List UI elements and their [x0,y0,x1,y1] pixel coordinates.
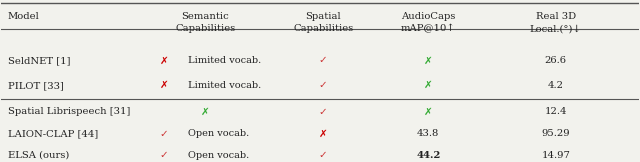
Text: ✗: ✗ [424,107,433,117]
Text: Model: Model [8,12,40,21]
Text: 4.2: 4.2 [548,81,564,90]
Text: 12.4: 12.4 [545,107,567,116]
Text: Semantic
Capabilities: Semantic Capabilities [175,12,236,33]
Text: ✓: ✓ [159,150,168,160]
Text: ✗: ✗ [201,107,210,117]
Text: ✓: ✓ [319,107,328,117]
Text: 26.6: 26.6 [545,56,567,65]
Text: Open vocab.: Open vocab. [188,151,250,160]
Text: 44.2: 44.2 [416,151,440,160]
Text: Spatial
Capabilities: Spatial Capabilities [293,12,353,33]
Text: LAION-CLAP [44]: LAION-CLAP [44] [8,129,98,138]
Text: ELSA (ours): ELSA (ours) [8,151,69,160]
Text: PILOT [33]: PILOT [33] [8,81,63,90]
Text: ✗: ✗ [424,80,433,90]
Text: Real 3D
Local.(°)↓: Real 3D Local.(°)↓ [530,12,582,33]
Text: SeldNET [1]: SeldNET [1] [8,56,70,65]
Text: Open vocab.: Open vocab. [188,129,250,138]
Text: 14.97: 14.97 [541,151,570,160]
Text: Limited vocab.: Limited vocab. [188,81,261,90]
Text: ✓: ✓ [319,80,328,90]
Text: ✓: ✓ [319,150,328,160]
Text: ✓: ✓ [319,55,328,65]
Text: ✗: ✗ [159,80,168,90]
Text: ✓: ✓ [159,128,168,139]
Text: ✗: ✗ [424,55,433,65]
Text: 95.29: 95.29 [541,129,570,138]
Text: Limited vocab.: Limited vocab. [188,56,261,65]
Text: ✗: ✗ [319,128,328,139]
Text: ✗: ✗ [159,55,168,65]
Text: 43.8: 43.8 [417,129,440,138]
Text: AudioCaps
mAP@10↑: AudioCaps mAP@10↑ [401,12,456,33]
Text: Spatial Librispeech [31]: Spatial Librispeech [31] [8,107,130,116]
